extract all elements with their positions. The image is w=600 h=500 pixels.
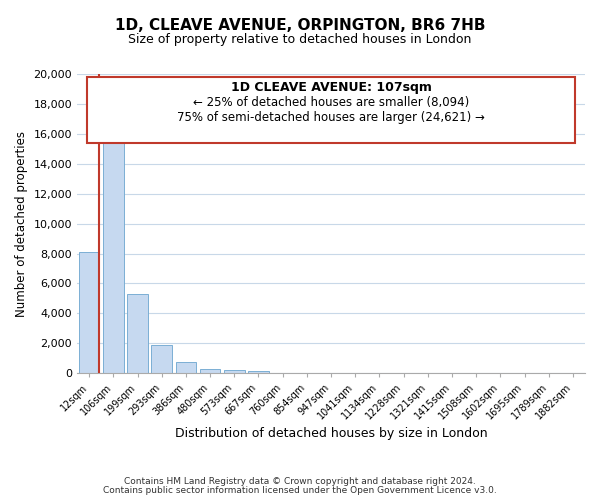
Bar xyxy=(224,370,245,373)
Bar xyxy=(200,368,220,373)
Bar xyxy=(151,346,172,373)
Text: 1D, CLEAVE AVENUE, ORPINGTON, BR6 7HB: 1D, CLEAVE AVENUE, ORPINGTON, BR6 7HB xyxy=(115,18,485,32)
Text: 75% of semi-detached houses are larger (24,621) →: 75% of semi-detached houses are larger (… xyxy=(177,112,485,124)
Bar xyxy=(176,362,196,373)
Bar xyxy=(79,252,100,373)
Y-axis label: Number of detached properties: Number of detached properties xyxy=(15,130,28,316)
FancyBboxPatch shape xyxy=(87,77,575,143)
Text: Contains public sector information licensed under the Open Government Licence v3: Contains public sector information licen… xyxy=(103,486,497,495)
Text: 1D CLEAVE AVENUE: 107sqm: 1D CLEAVE AVENUE: 107sqm xyxy=(230,82,431,94)
Text: Size of property relative to detached houses in London: Size of property relative to detached ho… xyxy=(128,32,472,46)
Text: Contains HM Land Registry data © Crown copyright and database right 2024.: Contains HM Land Registry data © Crown c… xyxy=(124,477,476,486)
Bar xyxy=(248,371,269,373)
Bar xyxy=(127,294,148,373)
Bar xyxy=(103,125,124,373)
Text: ← 25% of detached houses are smaller (8,094): ← 25% of detached houses are smaller (8,… xyxy=(193,96,469,110)
X-axis label: Distribution of detached houses by size in London: Distribution of detached houses by size … xyxy=(175,427,487,440)
